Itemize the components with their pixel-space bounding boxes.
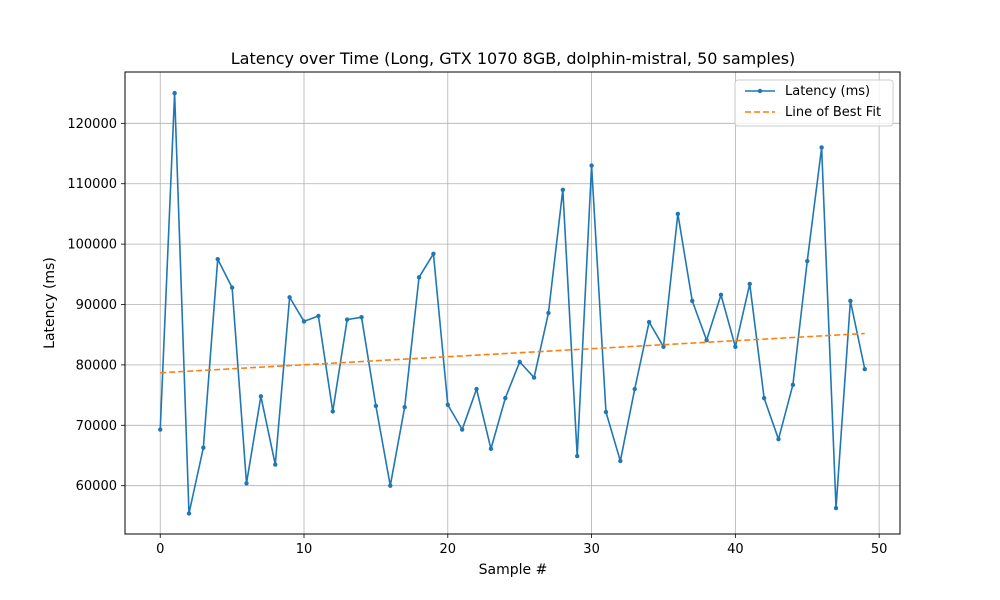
y-tick-label: 70000 [76,419,117,434]
latency-point [805,258,810,264]
latency-point [459,427,465,432]
latency-point [488,446,494,452]
y-tick-label: 90000 [76,298,117,313]
latency-point [819,145,824,150]
latency-point [618,458,623,464]
latency-point [359,314,364,320]
best-fit-line [160,332,865,374]
latency-point [747,281,752,287]
latency-point [675,211,681,217]
axis-ticks: 0 10 20 30 40 50 60000 70000 80000 90000 100000 110… [67,117,887,557]
latency-point [402,404,407,410]
latency-point [704,337,709,343]
plot-frame [124,71,901,535]
y-tick-label: 60000 [76,479,117,494]
latency-point [158,427,163,432]
latency-point [431,251,436,256]
latency-point [229,285,235,290]
x-tick-label: 0 [156,542,164,557]
latency-point [776,436,781,442]
latency-point [603,409,609,415]
chart-title: Latency over Time (Long, GTX 1070 8GB, d… [231,49,796,68]
y-tick-label: 120000 [67,117,117,132]
y-tick-label: 100000 [67,238,117,253]
latency-point [172,90,177,96]
latency-point [531,375,537,380]
x-tick-label: 40 [727,542,744,557]
latency-point [862,366,867,372]
x-tick-label: 30 [583,542,600,557]
latency-point [215,257,220,262]
latency-point [560,187,566,192]
latency-point [186,511,192,516]
y-axis-label: Latency (ms) [42,257,58,349]
x-tick-label: 50 [871,542,888,557]
latency-point [833,505,839,511]
latency-point [388,483,393,488]
latency-point [632,386,637,392]
latency-point [517,359,522,365]
latency-point [733,344,738,349]
latency-point [244,481,249,486]
grid [125,72,900,534]
latency-point [287,295,292,300]
legend-label-best-fit: Line of Best Fit [785,105,881,120]
x-tick-label: 10 [296,542,313,557]
latency-point [201,445,206,450]
x-tick-label: 20 [440,542,457,557]
latency-point [316,313,321,319]
latency-point [848,298,853,304]
latency-point [258,394,264,399]
latency-point [546,310,551,316]
latency-point [790,382,796,388]
latency-point [646,319,652,325]
y-tick-label: 110000 [67,177,117,192]
latency-point [661,344,666,349]
latency-point [474,386,479,392]
latency-point [589,163,594,168]
latency-point [273,462,278,467]
latency-point [575,453,580,459]
latency-point [373,403,379,409]
latency-series-line [159,92,866,515]
latency-point [761,395,767,401]
latency-point [690,298,695,304]
latency-point [445,402,450,407]
legend-label-latency: Latency (ms) [785,84,870,99]
latency-point [330,409,335,414]
y-tick-label: 80000 [76,358,117,373]
latency-point [301,319,307,324]
x-axis-label: Sample # [479,562,548,578]
latency-point [718,292,724,298]
latency-point [416,275,422,280]
plot-series [158,90,867,516]
legend: Latency (ms) Line of Best Fit [734,79,894,127]
latency-point [503,395,508,401]
legend-marker-latency [757,88,763,94]
latency-point [344,317,350,322]
